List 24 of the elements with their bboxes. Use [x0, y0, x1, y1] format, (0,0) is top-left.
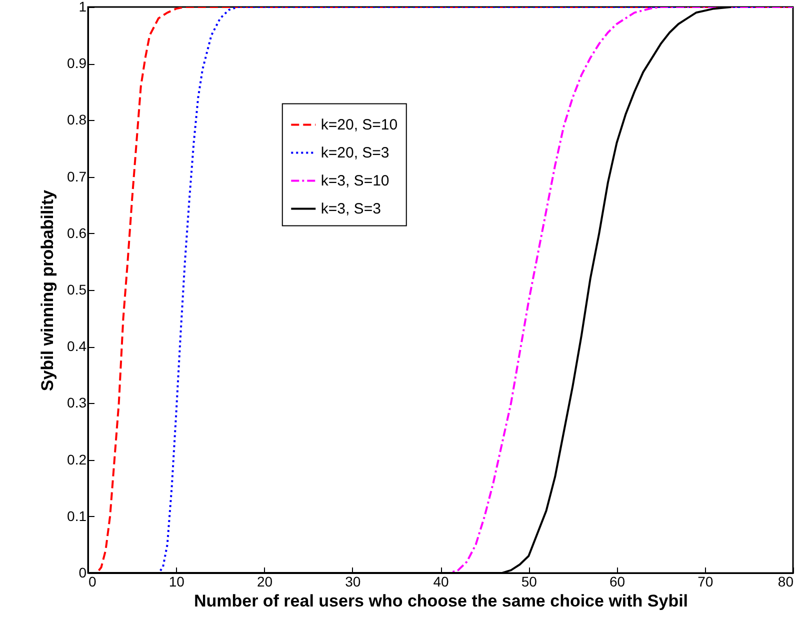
x-tick-label: 30 [345, 574, 361, 590]
y-axis-title: Sybil winning probability [38, 189, 58, 392]
y-tick-label: 0.7 [67, 168, 87, 184]
x-tick-label: 50 [521, 574, 538, 590]
x-tick-label: 20 [256, 574, 273, 590]
y-tick-label: 0.3 [67, 394, 87, 411]
y-tick-label: 0.2 [67, 451, 87, 468]
legend-label: k=20, S=10 [320, 116, 398, 134]
x-tick-label: 70 [698, 574, 714, 590]
y-tick-label: 0.1 [67, 508, 87, 524]
y-tick-label: 0.9 [67, 55, 87, 72]
y-tick-label: 0.8 [67, 112, 87, 128]
x-tick-label: 80 [778, 574, 794, 590]
x-axis-title: Number of real users who choose the same choice with Sybil [194, 592, 688, 610]
x-tick-label: 60 [609, 574, 626, 590]
y-tick-label: 1 [78, 0, 87, 14]
legend-label: k=3, S=10 [320, 172, 390, 190]
y-tick-label: 0.5 [67, 282, 87, 298]
x-tick-label: 40 [433, 574, 449, 590]
x-tick-label: 10 [168, 574, 185, 590]
y-tick-label: 0.4 [67, 338, 87, 354]
y-tick-label: 0.6 [67, 224, 87, 241]
legend-label: k=20, S=3 [320, 144, 390, 162]
legend-label: k=3, S=3 [320, 200, 381, 218]
